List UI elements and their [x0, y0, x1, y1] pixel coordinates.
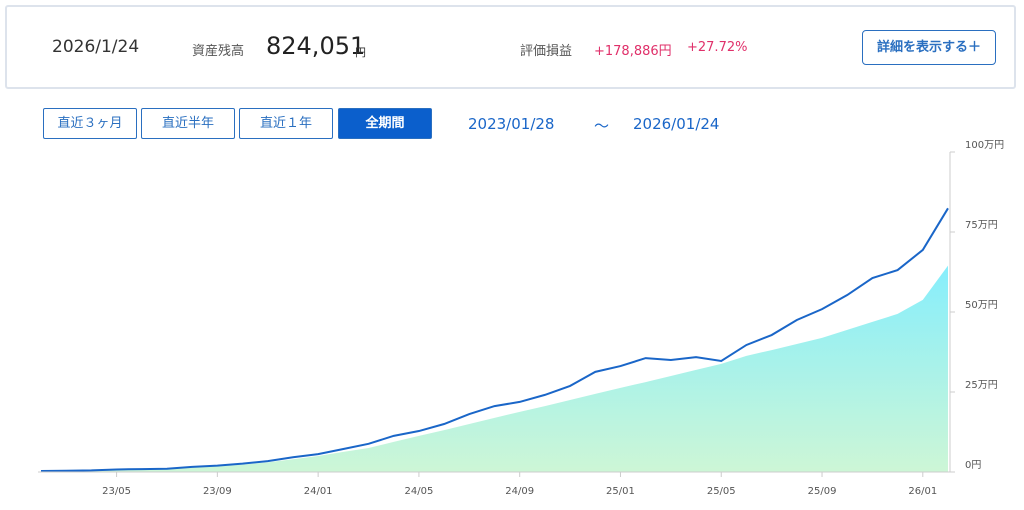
y-tick-label: 50万円 — [965, 300, 998, 311]
detail-button[interactable]: 詳細を表示する＋ — [862, 30, 996, 65]
x-tick-label: 24/09 — [505, 486, 534, 497]
x-tick-label: 25/09 — [808, 486, 837, 497]
y-tick-label: 100万円 — [965, 140, 1004, 151]
balance-label: 資産残高 — [192, 44, 245, 59]
y-tick-label: 75万円 — [965, 220, 998, 231]
date: 2026/1/24 — [52, 37, 140, 57]
x-tick-label: 26/01 — [908, 486, 937, 497]
x-tick-label: 24/05 — [405, 486, 434, 497]
x-tick-label: 23/09 — [203, 486, 232, 497]
pl-percent: +27.72% — [687, 40, 748, 55]
summary-panel: 2026/1/24 資産残高 824,051 円 評価損益 +178,886円 … — [5, 5, 1016, 89]
principal-area — [41, 265, 948, 472]
range-end: 2026/01/24 — [633, 115, 720, 133]
y-tick-label: 25万円 — [965, 380, 998, 391]
range-separator: ～ — [594, 117, 610, 135]
x-tick-label: 23/05 — [102, 486, 131, 497]
pl-label: 評価損益 — [520, 44, 573, 59]
period-button[interactable]: 直近半年 — [141, 108, 235, 139]
asset-line — [40, 207, 949, 473]
pl-amount: +178,886円 — [594, 44, 672, 59]
y-tick-label: 0円 — [965, 460, 981, 471]
period-button[interactable]: 全期間 — [338, 108, 432, 139]
period-button[interactable]: 直近３ヶ月 — [43, 108, 137, 139]
balance: 824,051 — [266, 32, 366, 60]
balance-unit: 円 — [355, 46, 366, 59]
x-tick-label: 25/01 — [606, 486, 635, 497]
range-start: 2023/01/28 — [468, 115, 555, 133]
x-tick-label: 25/05 — [707, 486, 736, 497]
period-button[interactable]: 直近１年 — [239, 108, 333, 139]
x-tick-label: 24/01 — [304, 486, 333, 497]
